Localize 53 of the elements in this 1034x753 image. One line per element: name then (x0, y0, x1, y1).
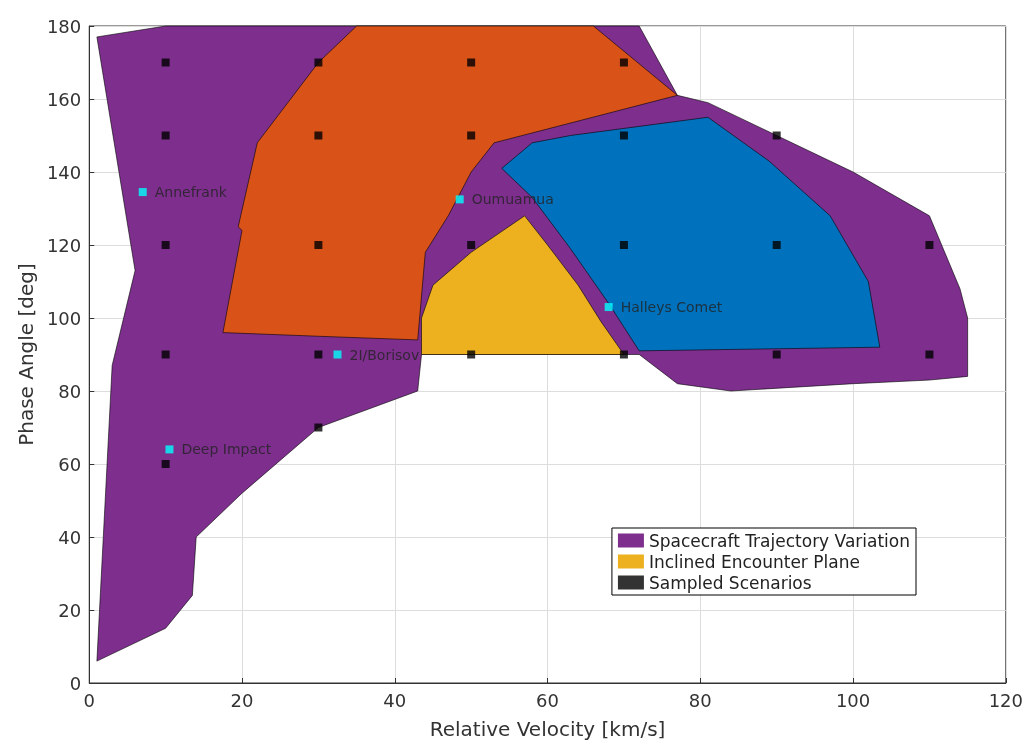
point (925, 241, 934, 249)
y-tick-label: 0 (69, 672, 82, 694)
point (161, 58, 170, 67)
annotation: Deep Impact (181, 441, 272, 458)
point (619, 241, 628, 249)
point (161, 241, 170, 249)
point (619, 350, 628, 359)
annotation: Halleys Comet (620, 299, 723, 316)
x-tick-label: 120 (988, 689, 1023, 711)
y-tick-label: 60 (58, 453, 82, 475)
y-tick-label: 40 (58, 526, 82, 548)
point (314, 350, 323, 359)
point (314, 423, 323, 432)
x-tick-label: 40 (383, 689, 407, 711)
point (138, 188, 147, 197)
point (467, 241, 476, 249)
point (772, 131, 781, 140)
y-tick-label: 180 (46, 15, 82, 37)
y-axis-title: Phase Angle [deg] (14, 263, 38, 446)
legend-label: Inclined Encounter Plane (648, 551, 860, 572)
y-tick-label: 120 (46, 234, 82, 256)
point (161, 460, 170, 468)
point (314, 241, 323, 249)
y-tick-label: 140 (46, 161, 82, 183)
y-tick-label: 160 (46, 88, 82, 110)
legend-label: Spacecraft Trajectory Variation (648, 530, 910, 551)
x-tick-label: 100 (835, 689, 871, 711)
point (467, 350, 476, 359)
legend-label: Sampled Scenarios (648, 572, 812, 593)
point (161, 350, 170, 359)
point (165, 445, 174, 454)
point (314, 131, 323, 140)
point (314, 58, 323, 67)
point (467, 58, 476, 67)
annotation: 2I/Borisov (349, 346, 420, 363)
x-tick-label: 60 (536, 689, 559, 711)
point (772, 241, 781, 249)
point (455, 195, 464, 204)
point (619, 131, 628, 140)
x-tick-label: 20 (230, 689, 254, 711)
point (333, 350, 342, 359)
point (161, 131, 170, 140)
y-tick-label: 100 (46, 307, 82, 329)
y-tick-label: 80 (58, 380, 82, 402)
point (467, 131, 476, 140)
point (619, 58, 628, 67)
point (604, 303, 613, 312)
x-axis-title: Relative Velocity [km/s] (429, 717, 666, 741)
point (772, 350, 781, 359)
x-tick-label: 80 (688, 689, 712, 711)
y-tick-label: 20 (58, 599, 82, 621)
point (925, 350, 934, 359)
annotation: Annefrank (154, 184, 228, 201)
